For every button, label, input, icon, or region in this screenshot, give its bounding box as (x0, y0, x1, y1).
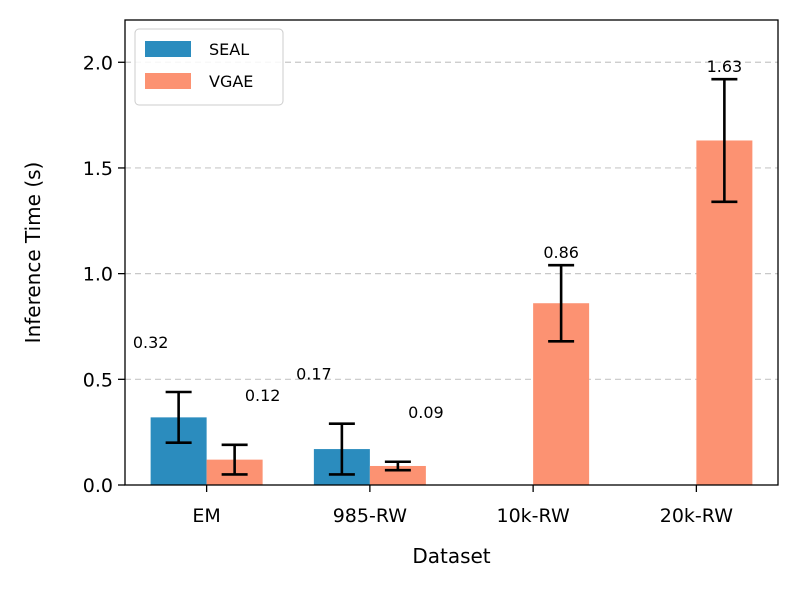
x-tick-label: 985-RW (333, 505, 408, 527)
data-label-vgae: 1.63 (707, 57, 743, 76)
y-tick-label: 1.0 (83, 264, 113, 286)
y-tick-label: 0.5 (83, 369, 113, 391)
x-axis-ticks: EM 985-RW 10k-RW 20k-RW (192, 485, 733, 527)
x-tick-label: 10k-RW (496, 505, 569, 527)
data-labels: 0.32 0.17 0.12 0.09 0.86 1.63 (133, 57, 742, 422)
y-axis-title: Inference Time (s) (21, 162, 45, 344)
legend-label-vgae: VGAE (209, 72, 253, 91)
data-label-seal: 0.17 (296, 365, 332, 384)
y-tick-label: 0.0 (83, 475, 113, 497)
legend: SEAL VGAE (134, 28, 284, 106)
x-tick-label: EM (192, 505, 220, 527)
data-label-vgae: 0.12 (245, 386, 281, 405)
bar-vgae (369, 465, 426, 485)
y-axis-ticks: 0.0 0.5 1.0 1.5 2.0 (83, 52, 125, 497)
error-bars (165, 77, 738, 476)
x-axis-title: Dataset (412, 544, 490, 568)
data-label-seal: 0.32 (133, 333, 169, 352)
gridlines (125, 61, 778, 380)
y-tick-label: 2.0 (83, 52, 113, 74)
x-tick-label: 20k-RW (660, 505, 733, 527)
plot-frame (124, 19, 779, 486)
legend-swatch-seal (145, 41, 191, 57)
bars (150, 140, 753, 485)
legend-label-seal: SEAL (209, 40, 249, 59)
legend-swatch-vgae (145, 73, 191, 89)
data-label-vgae: 0.09 (408, 403, 444, 422)
data-label-vgae: 0.86 (543, 243, 579, 262)
y-tick-label: 1.5 (83, 158, 113, 180)
